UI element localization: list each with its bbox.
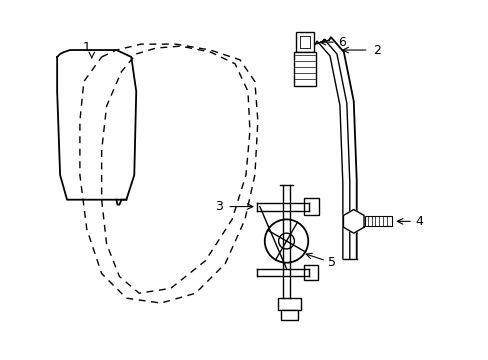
Bar — [294, 52, 316, 86]
Bar — [304, 198, 319, 215]
Bar — [364, 216, 391, 226]
Bar — [296, 32, 314, 52]
Text: 4: 4 — [414, 215, 422, 228]
Polygon shape — [343, 210, 363, 233]
Text: 1: 1 — [82, 41, 91, 54]
Text: 2: 2 — [373, 44, 381, 57]
Bar — [304, 265, 318, 280]
Text: 6: 6 — [337, 36, 345, 49]
Bar — [277, 298, 301, 310]
Text: 3: 3 — [215, 200, 223, 213]
Text: 5: 5 — [327, 256, 335, 269]
Bar — [280, 310, 298, 320]
